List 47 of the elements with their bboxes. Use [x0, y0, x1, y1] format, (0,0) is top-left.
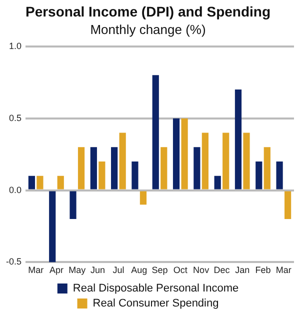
x-tick-label: Mar	[28, 265, 44, 276]
x-tick-label: Oct	[173, 265, 188, 276]
bar	[78, 147, 85, 190]
bar	[214, 176, 221, 190]
bar	[264, 147, 270, 190]
bar	[160, 147, 168, 190]
bar	[202, 132, 208, 190]
chart-title: Personal Income (DPI) and Spending	[25, 3, 271, 20]
bar	[181, 118, 188, 190]
bar	[98, 161, 106, 190]
legend-label: Real Consumer Spending	[92, 298, 219, 310]
bar	[222, 132, 230, 190]
bar	[243, 132, 250, 190]
x-tick-label: Dec	[214, 265, 230, 276]
y-tick-label: 0.0	[8, 184, 22, 195]
x-tick-label: Nov	[193, 265, 210, 276]
bar	[194, 147, 200, 190]
bar	[70, 191, 76, 220]
y-tick-label: 1.0	[8, 40, 22, 51]
x-tick-label: Jan	[235, 265, 250, 276]
bar	[284, 191, 292, 220]
chart-subtitle: Monthly change (%)	[90, 22, 206, 38]
bar	[119, 132, 126, 190]
x-tick-label: May	[68, 265, 86, 276]
y-tick-label: 0.5	[8, 112, 22, 123]
bar	[28, 176, 36, 190]
bar	[90, 147, 97, 190]
bar	[36, 176, 44, 190]
bar	[49, 191, 56, 262]
x-tick-label: Feb	[255, 265, 271, 276]
bar	[152, 75, 159, 190]
bar	[172, 118, 180, 190]
bar	[132, 161, 138, 190]
bar	[140, 191, 147, 205]
x-tick-label: Aug	[131, 265, 148, 276]
x-tick-label: Sep	[152, 265, 168, 276]
x-tick-label: Jul	[112, 265, 124, 276]
x-tick-label: Jun	[90, 265, 106, 276]
bar	[111, 147, 118, 190]
bar	[276, 161, 283, 190]
x-tick-label: Apr	[49, 265, 64, 276]
x-tick-label: Mar	[276, 265, 292, 276]
bar	[234, 90, 242, 190]
legend-label: Real Disposable Personal Income	[72, 282, 239, 295]
bar	[57, 176, 64, 190]
y-tick-label: -0.5	[6, 256, 22, 267]
bar	[256, 161, 262, 190]
